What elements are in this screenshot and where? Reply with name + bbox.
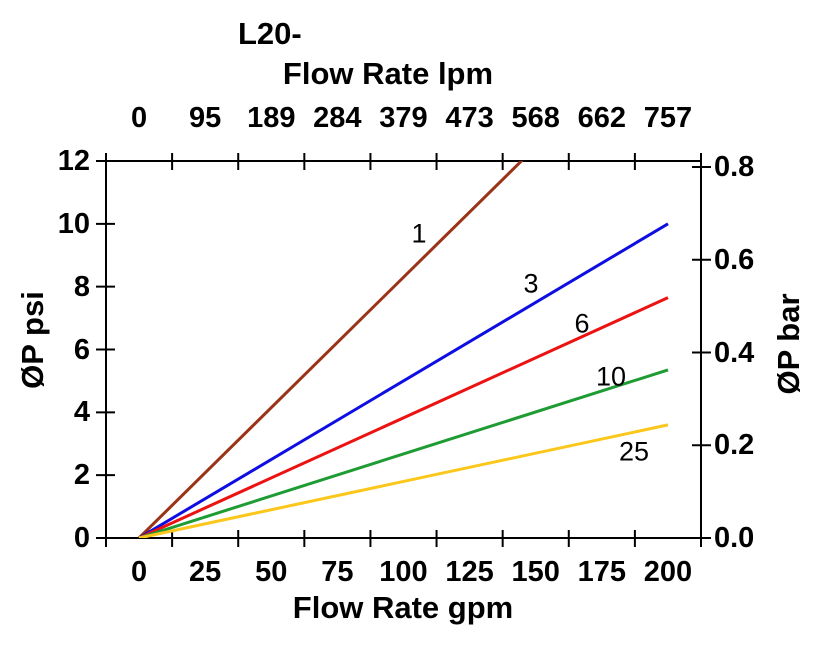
left-axis-title: ØP psi bbox=[15, 291, 50, 389]
bottom-axis-tick-label: 75 bbox=[321, 556, 354, 588]
series-label-6: 6 bbox=[574, 308, 590, 339]
bottom-axis-tick-label: 50 bbox=[255, 556, 288, 588]
series-label-1: 1 bbox=[411, 218, 427, 249]
top-axis-tick-label: 284 bbox=[313, 102, 362, 134]
series-line-6 bbox=[138, 296, 669, 538]
top-axis-tick-label: 0 bbox=[130, 102, 148, 134]
right-axis-tick-label: 0.8 bbox=[714, 151, 755, 183]
top-axis-tick-label: 95 bbox=[189, 102, 222, 134]
right-axis-tick-label: 0.2 bbox=[714, 429, 755, 462]
bottom-axis-tick-label: 175 bbox=[577, 556, 627, 588]
series-label-10: 10 bbox=[595, 361, 627, 392]
bottom-axis-tick-label: 0 bbox=[130, 556, 148, 588]
series-label-25: 25 bbox=[618, 436, 650, 467]
chart-title: L20- bbox=[238, 16, 302, 51]
top-axis-tick-label: 568 bbox=[511, 102, 560, 134]
bottom-axis-tick-label: 25 bbox=[189, 556, 222, 588]
top-axis-tick-label: 757 bbox=[643, 102, 693, 134]
top-axis-tick-label: 473 bbox=[445, 102, 494, 134]
left-axis-tick-label: 4 bbox=[73, 396, 90, 429]
left-axis-tick-label: 0 bbox=[73, 522, 90, 554]
left-axis-tick-label: 8 bbox=[73, 270, 90, 303]
series-line-3 bbox=[138, 222, 669, 538]
right-axis-tick-label: 0.6 bbox=[714, 243, 755, 276]
series-line-1 bbox=[137, 161, 524, 538]
right-axis-tick-label: 0.0 bbox=[714, 522, 755, 554]
bottom-axis-tick-label: 200 bbox=[643, 556, 693, 588]
bottom-axis-title: Flow Rate gpm bbox=[292, 590, 514, 625]
left-axis-tick-label: 6 bbox=[73, 333, 90, 366]
left-axis-tick-label: 2 bbox=[73, 459, 90, 492]
top-axis-title: Flow Rate lpm bbox=[282, 56, 494, 91]
series-line-10 bbox=[138, 368, 669, 538]
right-axis-tick-label: 0.4 bbox=[714, 336, 755, 369]
series-label-3: 3 bbox=[523, 268, 539, 299]
bottom-axis-tick-label: 150 bbox=[511, 556, 560, 588]
top-axis-tick-label: 662 bbox=[577, 102, 627, 134]
top-axis-tick-label: 379 bbox=[379, 102, 428, 134]
series-line-25 bbox=[138, 423, 669, 538]
top-axis-tick-label: 189 bbox=[247, 102, 296, 134]
left-axis-tick-label: 12 bbox=[57, 145, 90, 177]
right-axis-title: ØP bar bbox=[771, 293, 806, 395]
bottom-axis-tick-label: 100 bbox=[379, 556, 428, 588]
left-axis-tick-label: 10 bbox=[57, 207, 90, 240]
bottom-axis-tick-label: 125 bbox=[445, 556, 494, 588]
